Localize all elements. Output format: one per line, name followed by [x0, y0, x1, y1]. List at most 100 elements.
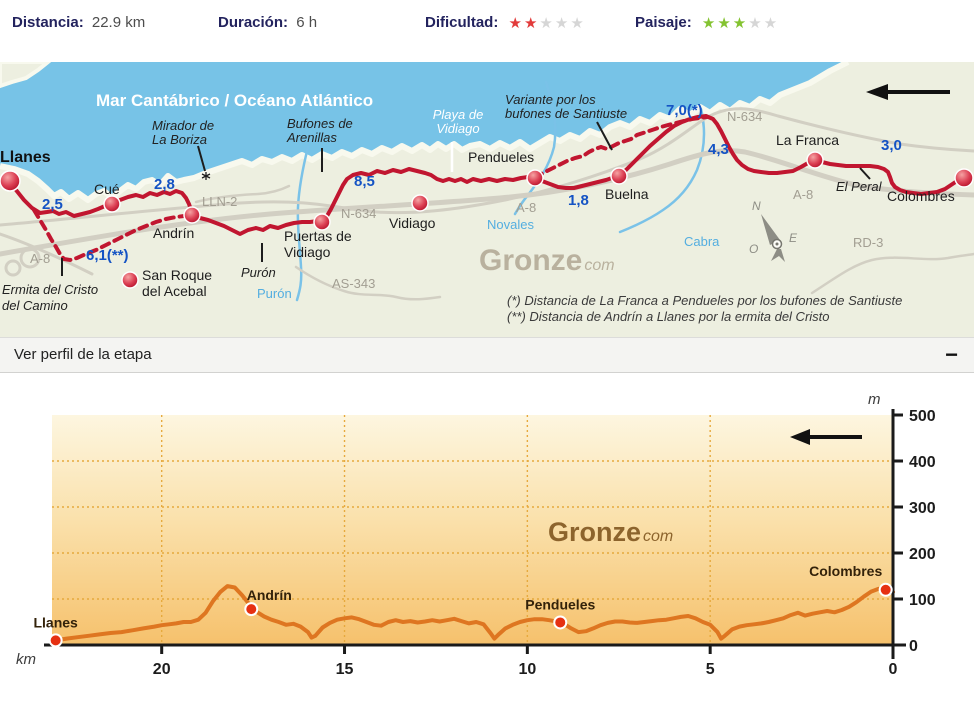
label-pendueles[interactable]: Pendueles	[468, 149, 534, 165]
variante-pointer	[596, 121, 613, 151]
town-dot-san-roque[interactable]	[121, 271, 139, 289]
label-vidiago[interactable]: Vidiago	[389, 215, 436, 231]
town-dot-cue[interactable]	[103, 195, 121, 213]
distance-7-0: 7,0(*)	[666, 102, 703, 119]
label-pointers	[61, 121, 871, 276]
label-river-cabra: Cabra	[684, 234, 720, 249]
star-filled: ★	[523, 15, 540, 32]
chart-marker-llanes	[48, 633, 63, 648]
stat-scenery: Paisaje: ★★★★★	[635, 14, 779, 32]
town-dot-colombres[interactable]	[954, 168, 974, 188]
profile-toggle-label[interactable]: Ver perfil de la etapa	[14, 346, 152, 363]
town-dot-andrin[interactable]	[183, 206, 201, 224]
stats-bar: Distancia: 22.9 km Duración: 6 h Dificul…	[0, 0, 974, 62]
grid-layer	[52, 415, 893, 645]
label-variante-2: bufones de Santiuste	[505, 106, 627, 121]
road-rd3	[810, 252, 974, 295]
route-variant-santiuste	[533, 115, 709, 180]
label-san-roque-2[interactable]: del Acebal	[142, 283, 207, 299]
x-tick-label: 0	[889, 661, 898, 678]
y-tick-label: 400	[909, 454, 936, 471]
label-la-franca[interactable]: La Franca	[776, 132, 839, 148]
distance-2-5: 2,5	[42, 196, 63, 213]
label-cue[interactable]: Cué	[94, 181, 120, 197]
label-buelna[interactable]: Buelna	[605, 186, 649, 202]
distance-4-3: 4,3	[708, 141, 729, 158]
label-puertas-1[interactable]: Puertas de	[284, 228, 352, 244]
star-filled: ★	[717, 15, 733, 32]
label-variante-1: Variante por los	[505, 92, 596, 107]
road-lln2	[194, 184, 291, 204]
axes	[44, 409, 906, 659]
label-andrin[interactable]: Andrín	[153, 225, 194, 241]
distance-2-8: 2,8	[154, 176, 175, 193]
river-novales	[513, 80, 557, 216]
compass-n: N	[752, 199, 761, 213]
chart-marker-label: Llanes	[33, 614, 78, 630]
x-tick-label: 10	[518, 661, 536, 678]
town-dot-pendueles[interactable]	[526, 169, 544, 187]
compass-icon: N O E	[749, 199, 798, 262]
label-river-puron: Purón	[257, 286, 292, 301]
label-road-n634-east: N-634	[727, 109, 762, 124]
star-empty: ★	[763, 15, 780, 32]
collapse-icon[interactable]: −	[945, 342, 958, 367]
chart-marker-colombres	[878, 582, 893, 597]
star-filled: ★	[508, 15, 524, 32]
direction-arrow-map	[866, 84, 950, 100]
playa-label-2: Vidiago	[436, 121, 479, 136]
label-mirador-2: La Boriza	[152, 132, 207, 147]
y-tick-label: 100	[909, 592, 936, 609]
y-tick-label: 300	[909, 500, 936, 517]
compass-o: O	[749, 242, 758, 256]
label-colombres[interactable]: Colombres	[887, 188, 955, 204]
duration-label: Duración:	[218, 14, 289, 31]
distance-8-5: 8,5	[354, 173, 375, 190]
label-road-rd3: RD-3	[853, 235, 883, 250]
compass-e: E	[789, 231, 798, 245]
town-dot-vidiago[interactable]	[411, 194, 429, 212]
road-interchange	[19, 247, 41, 269]
label-road-a8-mid: A-8	[516, 200, 536, 215]
duration-value: 6 h	[296, 14, 318, 31]
label-puertas-2[interactable]: Vidiago	[284, 244, 331, 260]
distance-1-8: 1,8	[568, 192, 589, 209]
label-river-novales: Novales	[487, 217, 534, 232]
road-n634	[0, 107, 974, 227]
route-map-svg: N O E Mar Cantábrico / Océano Atlántico …	[0, 59, 974, 337]
label-llanes[interactable]: Llanes	[0, 149, 51, 166]
label-puron-place: Purón	[241, 265, 276, 280]
label-road-n634-mid: N-634	[341, 206, 376, 221]
y-axis-unit: m	[868, 391, 881, 408]
town-dot-buelna[interactable]	[610, 167, 628, 185]
elevation-profile: Gronze com 20 15 10 5 0 0 100 200 300 400 500 Llane…	[0, 373, 974, 700]
label-san-roque-1[interactable]: San Roque	[142, 267, 212, 283]
difficulty-label: Dificultad:	[425, 14, 499, 31]
town-dot-puertas[interactable]	[313, 213, 331, 231]
river-cabra	[618, 107, 706, 234]
label-bufones-1: Bufones de	[287, 116, 353, 131]
scenery-stars: ★★★★★	[702, 15, 779, 32]
label-bufones-2: Arenillas	[286, 130, 337, 145]
x-tick-label: 5	[706, 661, 715, 678]
el-peral-tick	[859, 167, 871, 180]
chart-marker-label: Colombres	[809, 563, 882, 579]
y-tick-label: 0	[909, 638, 918, 655]
stat-distance: Distancia: 22.9 km	[12, 14, 145, 31]
label-road-lln2: LLN-2	[202, 194, 237, 209]
town-dot-llanes[interactable]	[0, 170, 21, 192]
road-interchange	[4, 259, 22, 277]
profile-toggle-bar[interactable]: Ver perfil de la etapa −	[0, 337, 974, 373]
map-watermark: Gronze com	[479, 244, 615, 277]
stat-difficulty: Dificultad: ★★★★★	[425, 14, 586, 32]
distance-3-0: 3,0	[881, 137, 902, 154]
direction-arrow-chart	[790, 429, 862, 445]
star-filled: ★	[701, 15, 718, 32]
town-dot-la-franca[interactable]	[806, 151, 824, 169]
star-empty: ★	[539, 15, 555, 32]
star-filled: ★	[732, 15, 749, 32]
headland-northwest	[0, 60, 54, 89]
label-road-as343: AS-343	[332, 276, 375, 291]
playa-label-1: Playa de	[433, 107, 484, 122]
